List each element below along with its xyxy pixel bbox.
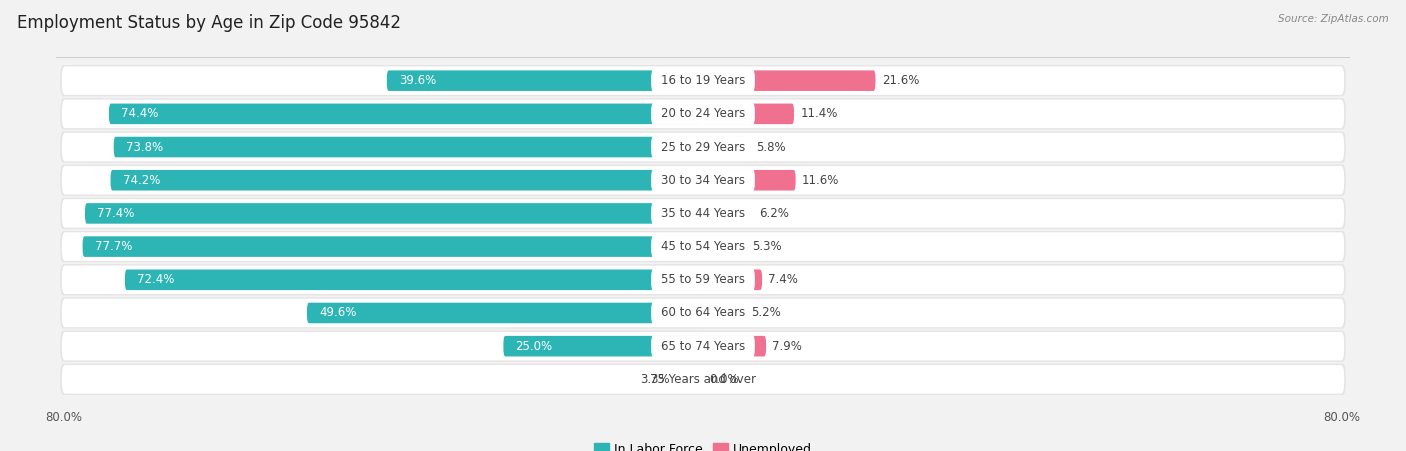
FancyBboxPatch shape [651, 335, 755, 357]
Text: 74.2%: 74.2% [122, 174, 160, 187]
Text: 60 to 64 Years: 60 to 64 Years [661, 307, 745, 319]
FancyBboxPatch shape [60, 198, 1346, 229]
Text: 7.4%: 7.4% [769, 273, 799, 286]
FancyBboxPatch shape [651, 103, 755, 125]
Text: 65 to 74 Years: 65 to 74 Years [661, 340, 745, 353]
Text: 0.0%: 0.0% [710, 373, 740, 386]
FancyBboxPatch shape [62, 199, 1344, 228]
Text: 77.4%: 77.4% [97, 207, 135, 220]
Text: 72.4%: 72.4% [136, 273, 174, 286]
FancyBboxPatch shape [703, 336, 766, 356]
FancyBboxPatch shape [83, 236, 703, 257]
FancyBboxPatch shape [62, 266, 1344, 294]
FancyBboxPatch shape [62, 66, 1344, 95]
FancyBboxPatch shape [111, 170, 703, 190]
Text: 16 to 19 Years: 16 to 19 Years [661, 74, 745, 87]
Legend: In Labor Force, Unemployed: In Labor Force, Unemployed [595, 443, 811, 451]
FancyBboxPatch shape [60, 165, 1346, 196]
FancyBboxPatch shape [62, 166, 1344, 194]
Text: 11.4%: 11.4% [800, 107, 838, 120]
FancyBboxPatch shape [651, 136, 755, 158]
FancyBboxPatch shape [651, 269, 755, 291]
FancyBboxPatch shape [651, 169, 755, 191]
FancyBboxPatch shape [114, 137, 703, 157]
Text: 75 Years and over: 75 Years and over [650, 373, 756, 386]
FancyBboxPatch shape [703, 70, 876, 91]
FancyBboxPatch shape [60, 331, 1346, 362]
FancyBboxPatch shape [703, 170, 796, 190]
FancyBboxPatch shape [703, 236, 745, 257]
Text: 5.3%: 5.3% [752, 240, 782, 253]
Text: 39.6%: 39.6% [399, 74, 436, 87]
Text: 5.2%: 5.2% [751, 307, 780, 319]
FancyBboxPatch shape [60, 364, 1346, 395]
FancyBboxPatch shape [651, 236, 755, 258]
Text: 25 to 29 Years: 25 to 29 Years [661, 141, 745, 153]
FancyBboxPatch shape [676, 369, 703, 390]
Text: 25.0%: 25.0% [516, 340, 553, 353]
Text: 35 to 44 Years: 35 to 44 Years [661, 207, 745, 220]
FancyBboxPatch shape [651, 202, 755, 224]
FancyBboxPatch shape [651, 302, 755, 324]
Text: 45 to 54 Years: 45 to 54 Years [661, 240, 745, 253]
FancyBboxPatch shape [60, 264, 1346, 295]
FancyBboxPatch shape [62, 332, 1344, 360]
FancyBboxPatch shape [84, 203, 703, 224]
FancyBboxPatch shape [503, 336, 703, 356]
Text: Employment Status by Age in Zip Code 95842: Employment Status by Age in Zip Code 958… [17, 14, 401, 32]
Text: 11.6%: 11.6% [801, 174, 839, 187]
FancyBboxPatch shape [651, 368, 755, 390]
FancyBboxPatch shape [108, 104, 703, 124]
Text: 30 to 34 Years: 30 to 34 Years [661, 174, 745, 187]
Text: 6.2%: 6.2% [759, 207, 789, 220]
Text: 74.4%: 74.4% [121, 107, 159, 120]
Text: 20 to 24 Years: 20 to 24 Years [661, 107, 745, 120]
FancyBboxPatch shape [703, 104, 794, 124]
FancyBboxPatch shape [703, 203, 752, 224]
FancyBboxPatch shape [387, 70, 703, 91]
FancyBboxPatch shape [62, 365, 1344, 394]
FancyBboxPatch shape [125, 270, 703, 290]
FancyBboxPatch shape [60, 65, 1346, 96]
Text: 73.8%: 73.8% [125, 141, 163, 153]
Text: 55 to 59 Years: 55 to 59 Years [661, 273, 745, 286]
FancyBboxPatch shape [60, 131, 1346, 163]
Text: 49.6%: 49.6% [319, 307, 356, 319]
Text: 3.3%: 3.3% [641, 373, 671, 386]
FancyBboxPatch shape [60, 231, 1346, 262]
FancyBboxPatch shape [651, 70, 755, 92]
FancyBboxPatch shape [60, 297, 1346, 329]
Text: 7.9%: 7.9% [772, 340, 803, 353]
FancyBboxPatch shape [703, 303, 745, 323]
FancyBboxPatch shape [62, 299, 1344, 327]
Text: 5.8%: 5.8% [755, 141, 786, 153]
Text: 21.6%: 21.6% [882, 74, 920, 87]
FancyBboxPatch shape [60, 98, 1346, 129]
FancyBboxPatch shape [62, 133, 1344, 161]
Text: Source: ZipAtlas.com: Source: ZipAtlas.com [1278, 14, 1389, 23]
FancyBboxPatch shape [703, 270, 762, 290]
Text: 77.7%: 77.7% [94, 240, 132, 253]
FancyBboxPatch shape [62, 100, 1344, 128]
FancyBboxPatch shape [307, 303, 703, 323]
FancyBboxPatch shape [703, 137, 749, 157]
FancyBboxPatch shape [62, 232, 1344, 261]
